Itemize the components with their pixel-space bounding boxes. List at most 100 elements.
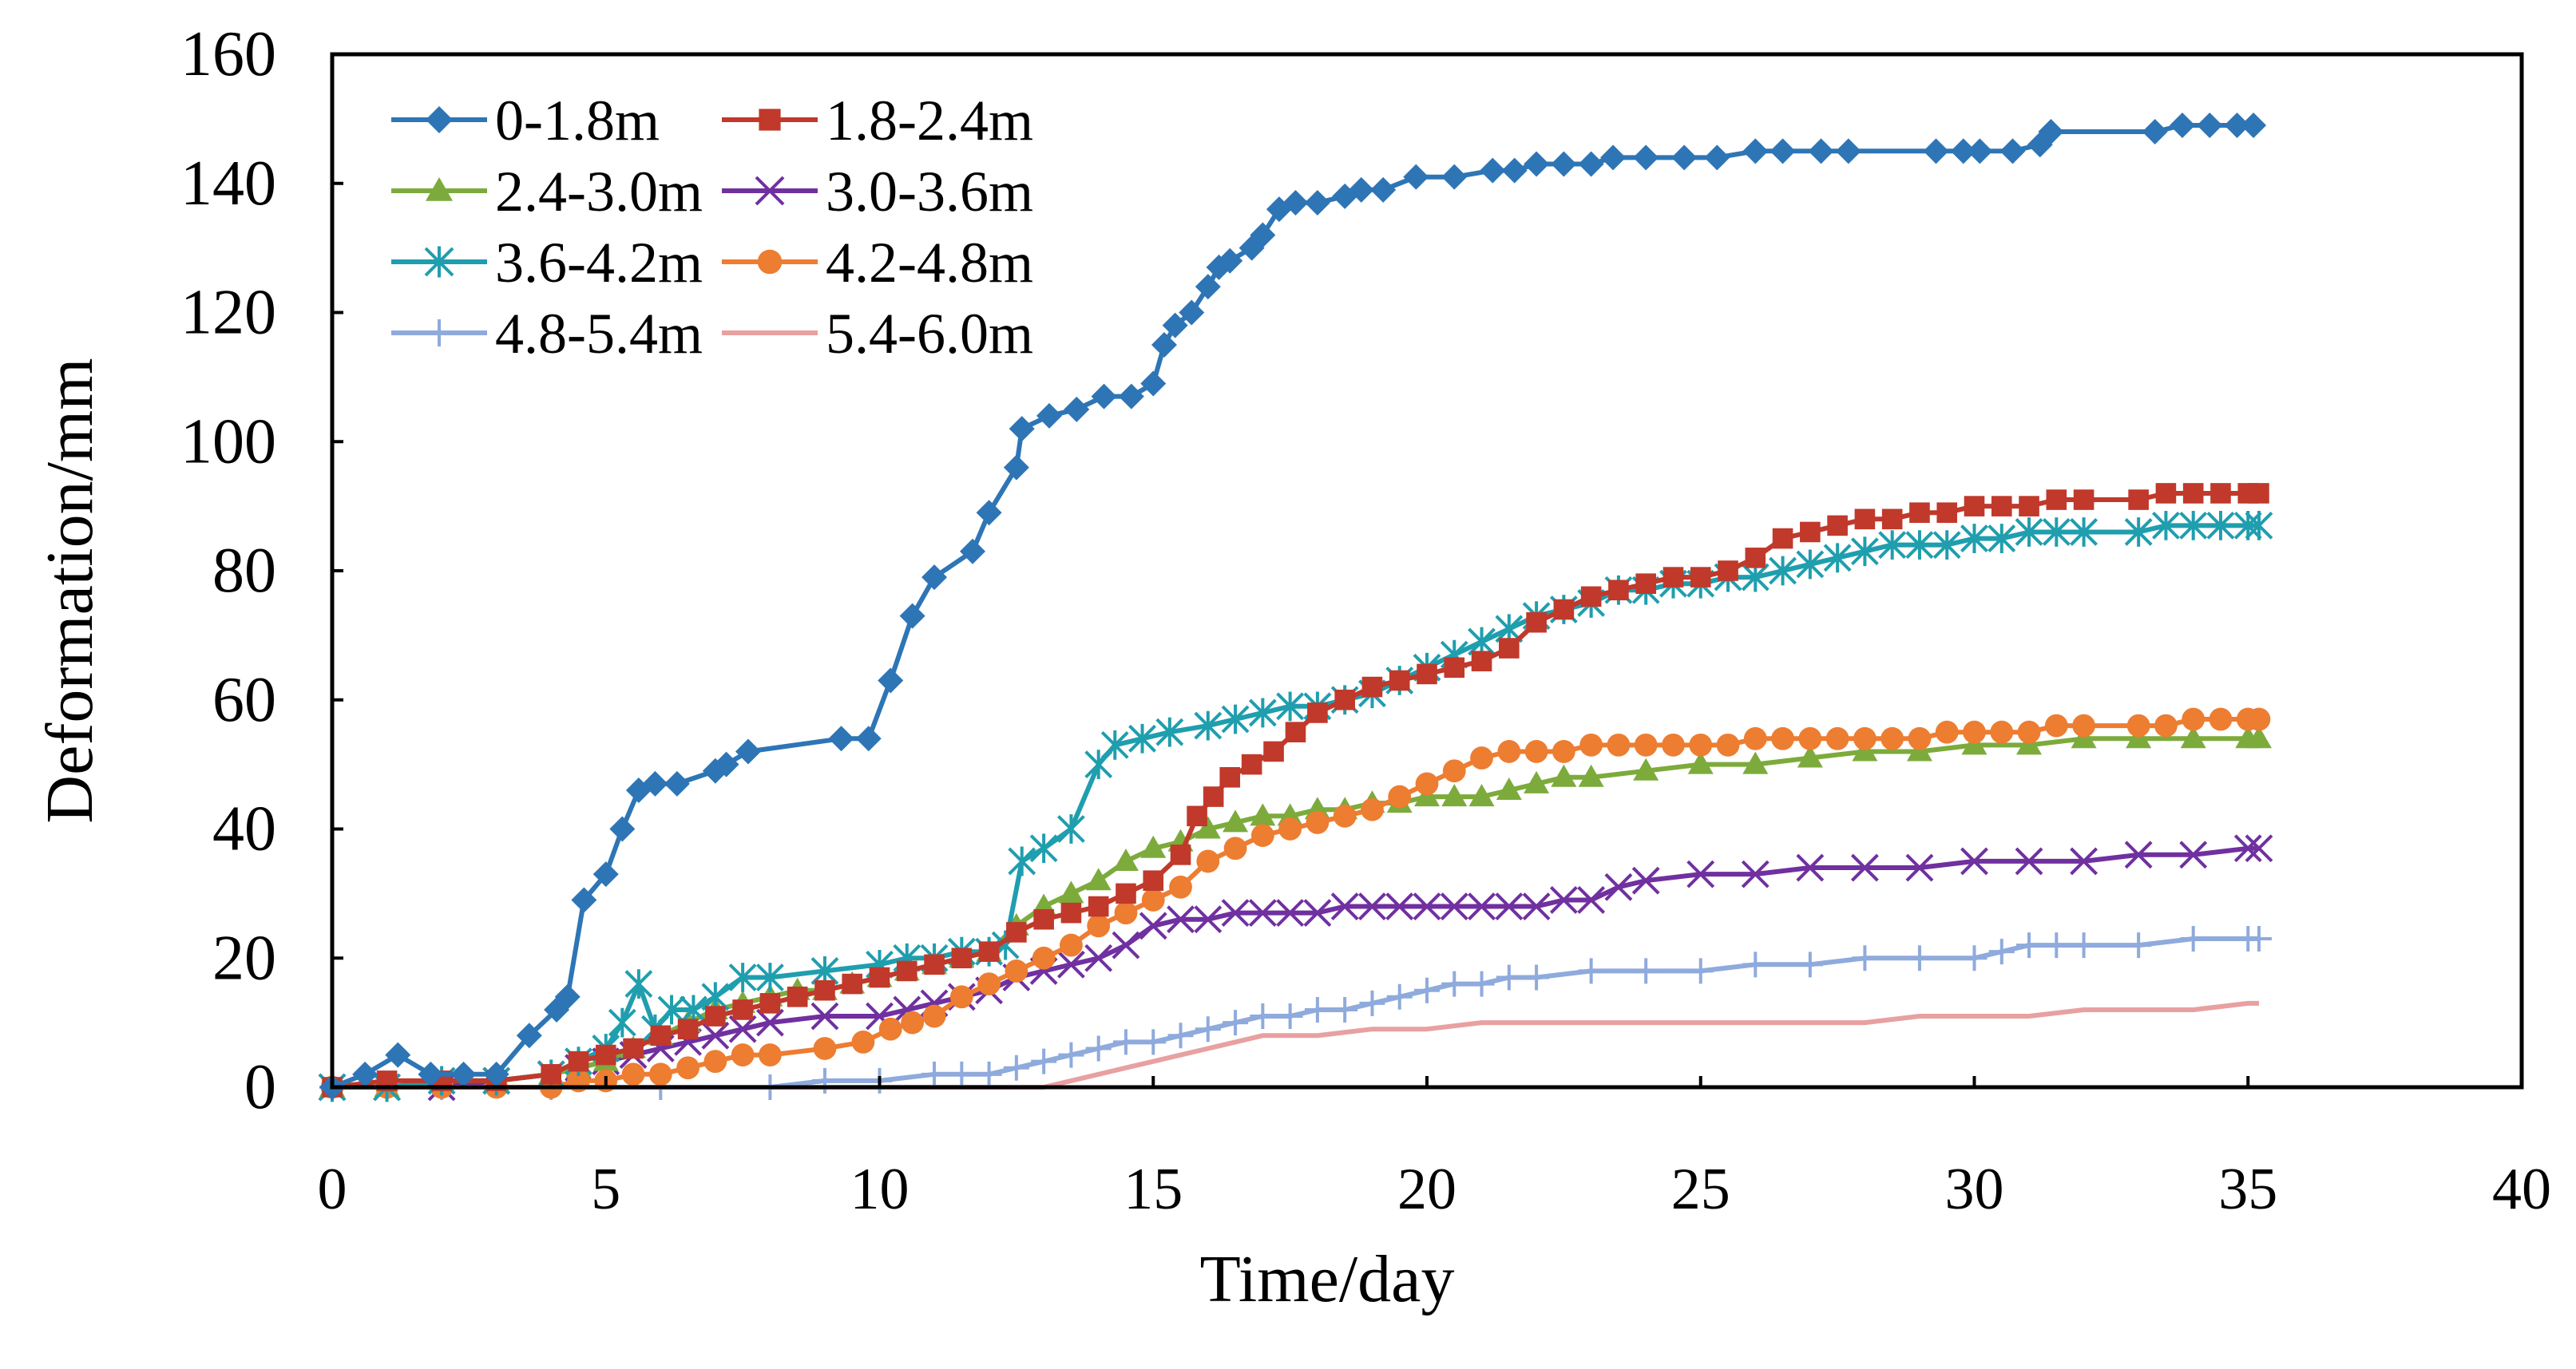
data-point xyxy=(755,963,784,992)
data-point xyxy=(977,972,1001,995)
legend-item: 2.4-3.0m xyxy=(391,160,703,224)
data-point xyxy=(949,985,973,1009)
data-point xyxy=(1441,784,1468,807)
data-point xyxy=(1003,454,1029,481)
data-point xyxy=(2182,483,2204,504)
data-point xyxy=(1250,222,1276,248)
data-point xyxy=(2155,483,2177,504)
data-point xyxy=(2071,932,2097,959)
data-point xyxy=(705,1006,726,1027)
x-tick-label: 10 xyxy=(850,1157,910,1222)
data-point xyxy=(1663,567,1684,588)
data-point xyxy=(1195,274,1221,300)
data-point xyxy=(1960,524,1988,553)
data-point xyxy=(1769,556,1797,586)
data-point xyxy=(1203,786,1224,807)
x-tick-label: 15 xyxy=(1124,1157,1183,1222)
data-point xyxy=(664,770,690,797)
data-point xyxy=(1852,945,1878,971)
data-point xyxy=(1277,1003,1303,1030)
x-tick-label: 40 xyxy=(2492,1157,2551,1222)
data-point xyxy=(571,887,597,913)
data-point xyxy=(1194,710,1223,741)
y-tick-label: 160 xyxy=(180,19,276,89)
data-point xyxy=(1332,996,1358,1023)
data-point xyxy=(1116,883,1136,904)
data-point xyxy=(1348,176,1374,203)
data-point xyxy=(1155,717,1184,747)
data-point xyxy=(1440,892,1468,920)
data-point xyxy=(1825,726,1849,750)
data-point xyxy=(1961,945,1987,971)
data-point xyxy=(1633,958,1659,984)
data-point xyxy=(1029,833,1058,864)
data-point xyxy=(1988,939,2015,965)
data-point xyxy=(426,177,453,201)
legend-label: 3.6-4.2m xyxy=(495,231,703,295)
data-point xyxy=(1162,312,1188,338)
data-point xyxy=(1169,875,1192,899)
data-point xyxy=(648,1062,672,1086)
data-point xyxy=(2124,517,2153,547)
data-point xyxy=(1250,803,1276,826)
x-tick-label: 35 xyxy=(2218,1157,2277,1222)
data-point xyxy=(1217,247,1243,274)
data-point xyxy=(1248,698,1277,728)
data-point xyxy=(949,1061,975,1087)
data-point xyxy=(787,986,808,1007)
y-tick-label: 80 xyxy=(212,536,276,606)
data-point xyxy=(2128,489,2149,510)
x-tick-label: 20 xyxy=(1397,1157,1456,1222)
data-point xyxy=(1084,750,1113,780)
data-point xyxy=(2197,112,2223,138)
series-1.8-2.4m xyxy=(322,483,2269,1098)
data-point xyxy=(424,246,454,278)
data-point xyxy=(1960,847,1988,876)
data-point xyxy=(1823,543,1852,573)
data-point xyxy=(1923,138,1949,164)
data-point xyxy=(1526,611,1547,633)
data-point xyxy=(701,1021,730,1050)
y-tick-label: 100 xyxy=(180,406,276,477)
data-point xyxy=(735,738,761,765)
data-point xyxy=(728,1015,757,1043)
data-point xyxy=(1468,892,1496,920)
x-axis-label: Time/day xyxy=(1200,1242,1455,1316)
data-point xyxy=(1967,138,1993,164)
data-point xyxy=(1880,726,1904,750)
data-point xyxy=(1742,952,1769,978)
data-point xyxy=(1604,872,1633,901)
data-point xyxy=(924,954,945,975)
data-point xyxy=(1084,944,1113,972)
data-point xyxy=(1770,138,1796,164)
data-point xyxy=(1631,866,1660,895)
data-point xyxy=(1361,676,1383,698)
data-point xyxy=(1221,899,1250,928)
data-point xyxy=(1905,530,1934,560)
data-point xyxy=(1905,853,1934,882)
data-point xyxy=(2249,483,2269,504)
data-point xyxy=(2142,119,2168,145)
data-point xyxy=(2179,841,2208,869)
legend-label: 4.8-5.4m xyxy=(495,302,703,366)
data-point xyxy=(2042,517,2071,547)
data-point xyxy=(1263,741,1284,762)
data-point xyxy=(1223,809,1249,833)
series-3.0-3.6m xyxy=(318,834,2273,1102)
data-point xyxy=(1835,138,1861,164)
data-point xyxy=(1140,1029,1167,1055)
data-point xyxy=(1578,764,1604,787)
data-point xyxy=(1413,892,1441,920)
data-point xyxy=(1057,814,1085,844)
data-point xyxy=(1414,977,1440,1003)
data-point xyxy=(623,1038,644,1059)
data-point xyxy=(1417,663,1437,685)
data-point xyxy=(1276,899,1305,928)
data-point xyxy=(1499,638,1520,659)
y-tick-label: 20 xyxy=(212,923,276,993)
data-point xyxy=(1141,888,1165,912)
data-point xyxy=(1128,723,1156,754)
data-point xyxy=(2124,841,2153,869)
data-point xyxy=(595,1044,616,1066)
legend-item: 3.0-3.6m xyxy=(722,160,1033,224)
